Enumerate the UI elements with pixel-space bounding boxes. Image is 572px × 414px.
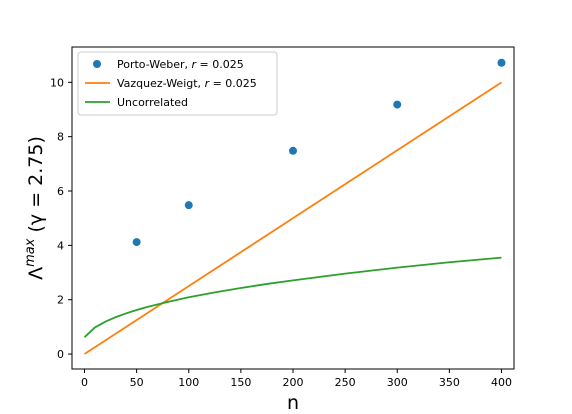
y-axis-label-rest: (γ = 2.75) <box>25 136 47 238</box>
legend-label-vazquez-weigt: Vazquez-Weigt, r = 0.025 <box>117 77 257 90</box>
series-point-0 <box>132 238 141 247</box>
legend-label-porto-weber: Porto-Weber, r = 0.025 <box>117 58 244 71</box>
y-tick-label: 8 <box>57 131 64 144</box>
x-tick-label: 100 <box>178 376 199 389</box>
x-tick-label: 150 <box>230 376 251 389</box>
x-tick-label: 200 <box>283 376 304 389</box>
y-axis-label-base: Λ <box>25 267 47 280</box>
y-tick-label: 6 <box>57 185 64 198</box>
x-tick-label: 400 <box>491 376 512 389</box>
x-axis-label: n <box>287 392 299 414</box>
legend: Porto-Weber, r = 0.025 Vazquez-Weigt, r … <box>77 51 278 116</box>
series-point-0 <box>393 100 402 109</box>
series-line-1 <box>84 81 502 355</box>
legend-label-uncorrelated: Uncorrelated <box>117 96 188 109</box>
x-axis: 0 50 100 150 200 250 300 350 400 <box>81 369 512 389</box>
x-tick-label: 0 <box>81 376 88 389</box>
y-tick-label: 4 <box>57 239 64 252</box>
x-tick-label: 350 <box>439 376 460 389</box>
series-line-2 <box>83 256 502 338</box>
y-tick-label: 0 <box>57 348 64 361</box>
x-tick-label: 250 <box>335 376 356 389</box>
y-axis-label: Λmax (γ = 2.75) <box>23 136 47 280</box>
series-point-0 <box>184 201 193 210</box>
x-tick-label: 50 <box>130 376 144 389</box>
series-point-0 <box>497 58 506 67</box>
x-tick-label: 300 <box>387 376 408 389</box>
legend-marker-porto-weber <box>93 60 101 68</box>
legend-box <box>77 51 278 116</box>
y-axis-label-sup: max <box>23 238 38 267</box>
y-tick-label: 10 <box>50 76 64 89</box>
series-point-0 <box>289 146 297 155</box>
y-tick-label: 2 <box>57 294 64 307</box>
plot-area <box>83 58 506 355</box>
y-axis: 0 2 4 6 8 10 <box>50 76 72 361</box>
